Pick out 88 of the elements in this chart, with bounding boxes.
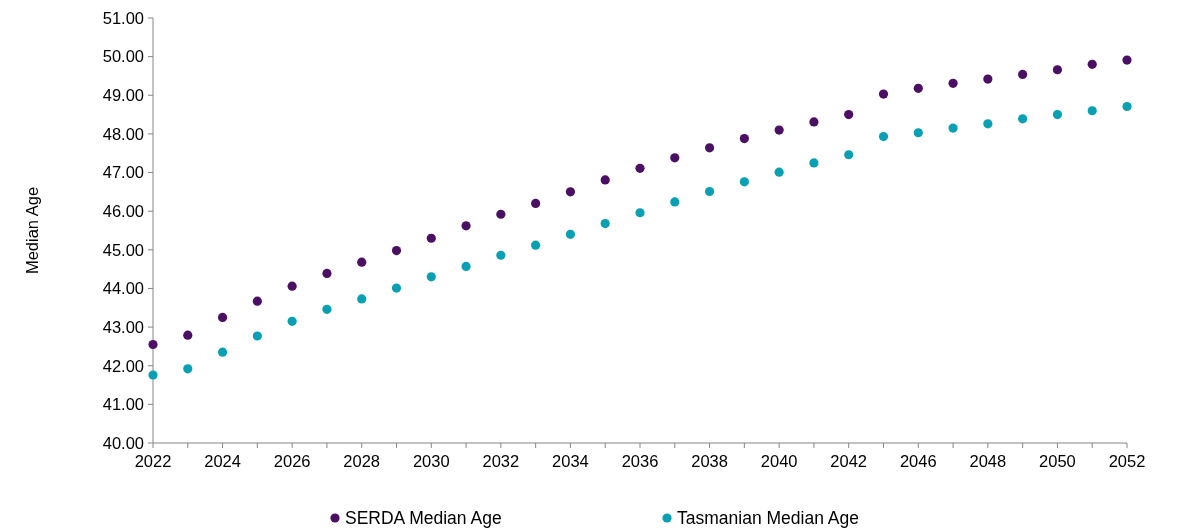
point: [1087, 106, 1097, 116]
point: [183, 330, 193, 340]
point: [774, 125, 784, 135]
y-tick-label: 51.00: [102, 8, 144, 27]
point: [1122, 101, 1132, 112]
point: [913, 128, 923, 138]
point: [635, 163, 645, 173]
point: [252, 331, 262, 341]
y-tick-label: 40.00: [102, 433, 144, 452]
x-tick-label: 2022: [134, 452, 172, 470]
point: [1087, 59, 1097, 69]
point: [844, 150, 854, 160]
point: [148, 339, 158, 350]
x-tick-label: 2030: [412, 452, 450, 470]
point: [217, 312, 228, 323]
point: [461, 221, 471, 231]
point: [739, 133, 749, 144]
y-axis-title: Median Age: [23, 186, 41, 275]
point: [913, 83, 923, 93]
legend-label: Tasmanian Median Age: [677, 508, 859, 529]
point: [322, 268, 332, 278]
y-tick-label: 44.00: [102, 279, 144, 298]
point: [357, 257, 367, 267]
y-tick-label: 48.00: [102, 124, 144, 143]
x-tick-label: 2038: [691, 452, 728, 470]
point: [1052, 65, 1063, 75]
x-tick-label: 2036: [621, 452, 659, 470]
x-tick-label: 2050: [1039, 452, 1076, 470]
x-tick-label: 2024: [204, 452, 241, 470]
point: [983, 119, 993, 129]
y-tick-label: 42.00: [102, 356, 144, 375]
point: [217, 347, 228, 357]
point: [1018, 114, 1028, 124]
point: [565, 187, 576, 197]
point: [322, 304, 332, 314]
point: [287, 281, 297, 291]
x-tick-label: 2048: [969, 452, 1007, 470]
point: [983, 74, 993, 84]
point: [948, 78, 958, 88]
y-tick-label: 46.00: [102, 201, 144, 220]
point: [600, 175, 610, 185]
x-tick-label: 2034: [552, 452, 589, 470]
point: [426, 233, 436, 243]
point: [531, 240, 541, 250]
y-tick-label: 43.00: [102, 317, 144, 336]
y-tick-label: 41.00: [102, 395, 144, 414]
point: [287, 316, 297, 326]
point: [252, 296, 262, 306]
x-tick-label: 2040: [760, 452, 798, 470]
point: [461, 261, 471, 272]
point: [391, 283, 402, 293]
y-tick-label: 50.00: [102, 47, 144, 66]
x-tick-label: 2032: [482, 452, 520, 470]
point: [948, 123, 958, 133]
point: [878, 89, 889, 99]
point: [426, 272, 436, 282]
point: [1018, 69, 1028, 79]
x-tick-label: 2042: [830, 452, 868, 470]
x-tick-label: 2026: [273, 452, 311, 470]
point: [148, 370, 158, 380]
point: [531, 198, 541, 209]
point: [809, 117, 819, 127]
point: [704, 186, 715, 197]
point: [1122, 55, 1132, 65]
point: [670, 197, 680, 207]
point: [565, 229, 576, 239]
point: [878, 132, 889, 142]
x-tick-label: 2028: [343, 452, 381, 470]
y-tick-label: 45.00: [102, 240, 144, 259]
x-tick-label: 2046: [899, 452, 937, 470]
point: [809, 158, 819, 168]
point: [183, 364, 193, 374]
point: [1052, 110, 1063, 120]
point: [774, 167, 784, 177]
point: [635, 208, 645, 218]
point: [844, 110, 854, 120]
point: [357, 294, 367, 304]
y-tick-label: 47.00: [102, 163, 144, 182]
point: [739, 177, 749, 187]
point: [496, 209, 506, 219]
point: [496, 250, 506, 260]
point: [670, 153, 680, 163]
legend-label: SERDA Median Age: [345, 508, 502, 529]
x-tick-label: 2052: [1108, 452, 1146, 470]
point: [391, 246, 402, 256]
y-tick-label: 49.00: [102, 86, 144, 105]
point: [704, 143, 715, 153]
point: [600, 218, 610, 229]
